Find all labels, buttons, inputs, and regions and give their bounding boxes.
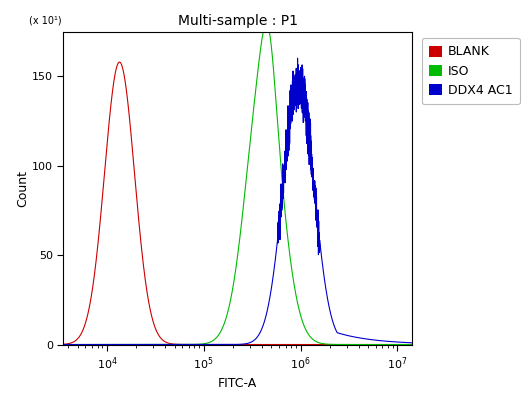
BLANK [186,342,193,347]
Text: (x 10¹): (x 10¹) [29,15,61,25]
BLANK [60,342,67,346]
ISO [267,30,273,35]
BLANK [318,342,325,347]
DDX4 AC1 [409,341,415,345]
BLANK [267,342,273,347]
ISO [281,208,288,212]
BLANK [116,60,122,65]
DDX4 AC1 [78,342,84,347]
ISO [60,342,67,347]
Legend: BLANK, ISO, DDX4 AC1: BLANK, ISO, DDX4 AC1 [421,38,520,105]
DDX4 AC1 [337,331,344,336]
ISO [409,342,415,347]
X-axis label: FITC-A: FITC-A [218,377,257,390]
Line: DDX4 AC1: DDX4 AC1 [63,58,412,345]
ISO [318,341,325,346]
DDX4 AC1 [281,170,288,175]
BLANK [409,342,415,347]
DDX4 AC1 [295,56,301,61]
DDX4 AC1 [318,256,325,261]
ISO [186,342,193,347]
BLANK [337,342,344,347]
Title: Multi-sample : P1: Multi-sample : P1 [177,14,298,28]
Line: ISO: ISO [63,23,412,345]
Line: BLANK: BLANK [63,62,412,345]
ISO [337,342,344,347]
BLANK [78,332,84,337]
Y-axis label: Count: Count [16,169,29,207]
ISO [263,21,270,26]
ISO [78,342,84,347]
DDX4 AC1 [267,297,273,301]
BLANK [281,342,288,347]
DDX4 AC1 [60,342,67,347]
DDX4 AC1 [186,342,193,347]
